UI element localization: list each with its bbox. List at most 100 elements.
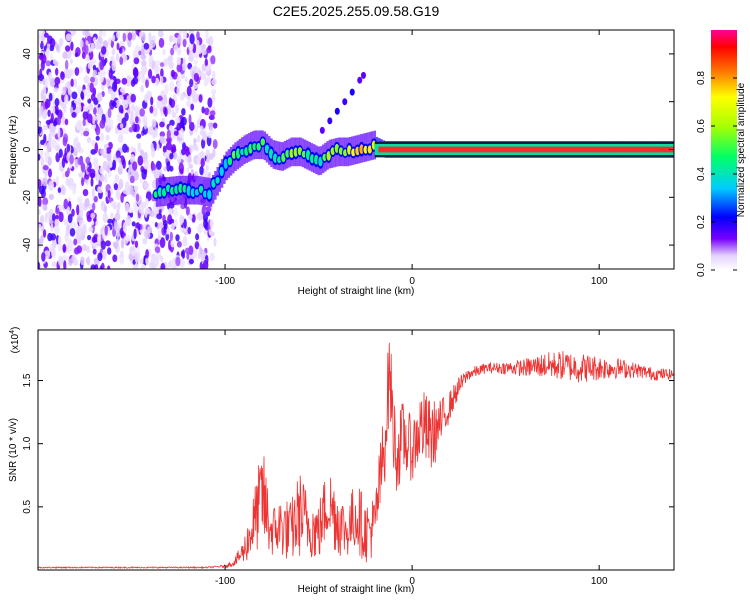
heatmap-noise-cell (176, 155, 182, 164)
bottom-y-axis-ticks: 0.5 1.0 1.5 (22, 373, 674, 514)
heatmap-noise-cell (119, 123, 124, 129)
colorbar-tick-label: 0.4 (696, 167, 707, 181)
bottom-x-tick-label: 100 (591, 576, 608, 587)
heatmap-noise-cell (46, 141, 52, 153)
heatmap-noise-cell (105, 134, 110, 141)
heatmap-noise-cell (145, 256, 150, 266)
bottom-panel: -100 0 100 0.5 1.0 1.5 Height of straight li… (8, 327, 675, 595)
heatmap-noise-cell (211, 94, 216, 103)
heatmap-noise-cell (143, 163, 150, 170)
heatmap-noise-cell (204, 107, 210, 116)
heatmap-noise-cell (77, 156, 84, 166)
heatmap-noise-cell (205, 30, 209, 39)
heatmap-noise-cell (169, 119, 175, 127)
colorbar-tick-label: 0.0 (696, 263, 707, 277)
top-y-axis-ticks: -40 -20 0 20 40 (22, 48, 674, 252)
heatmap-noise-cell (102, 30, 107, 37)
heatmap-noise-cell (61, 103, 67, 111)
heatmap-noise-cell (145, 249, 150, 259)
heatmap-noise-cell (201, 138, 206, 149)
heatmap-noise-cell (130, 184, 134, 196)
heatmap-noise-cell (187, 154, 192, 163)
heatmap-noise-cell (87, 113, 93, 124)
heatmap-noise-cell (168, 60, 174, 69)
heatmap-noise-cell (79, 40, 84, 48)
heatmap-noise-cell (140, 84, 145, 93)
heatmap-noise-cell (120, 192, 124, 203)
heatmap-noise-cell (188, 245, 194, 255)
heatmap-noise-cell (176, 64, 183, 73)
bottom-y-scale-label: (x104) (9, 327, 21, 354)
heatmap-noise-cell (204, 77, 208, 87)
heatmap-noise-cell (179, 214, 184, 226)
heatmap-noise-cell (184, 76, 188, 83)
heatmap-noise-cell (67, 167, 70, 175)
heatmap-noise-cell (153, 256, 160, 268)
heatmap-noise-cell (160, 90, 165, 97)
heatmap-noise-cell (183, 145, 189, 152)
heatmap-noise-cell (111, 91, 115, 101)
top-panel: -100 0 100 -40 -20 0 20 40 Height of straight … (8, 29, 675, 297)
heatmap-noise-cell (85, 40, 89, 46)
spectrogram-heatmap (38, 30, 674, 269)
heatmap-noise-cell (144, 230, 151, 239)
heatmap-noise-cell (52, 239, 57, 249)
heatmap-noise-cell (99, 265, 103, 269)
heatmap-noise-cell (196, 45, 202, 55)
heatmap-branch-cell (349, 88, 355, 96)
heatmap-noise-cell (111, 101, 117, 107)
heatmap-noise-cell (167, 55, 174, 62)
heatmap-noise-cell (208, 115, 215, 121)
heatmap-noise-cell (183, 218, 187, 229)
heatmap-noise-cell (120, 227, 124, 238)
heatmap-noise-cell (148, 68, 153, 79)
heatmap-noise-cell (122, 158, 126, 169)
heatmap-noise-cell (139, 258, 144, 264)
heatmap-noise-cell (65, 59, 69, 71)
heatmap-noise-cell (212, 122, 218, 129)
heatmap-noise-cell (120, 108, 124, 114)
heatmap-noise-cell (80, 91, 85, 100)
heatmap-noise-cell (186, 85, 192, 97)
heatmap-noise-cell (162, 220, 168, 227)
heatmap-noise-cell (42, 197, 49, 206)
heatmap-noise-cell (54, 77, 61, 85)
heatmap-noise-cell (189, 144, 193, 154)
heatmap-noise-cell (92, 202, 96, 211)
heatmap-noise-cell (160, 255, 164, 263)
heatmap-noise-cell (201, 106, 205, 114)
heatmap-track-cell (367, 145, 372, 154)
heatmap-noise-cell (87, 234, 92, 241)
heatmap-noise-cell (91, 236, 97, 243)
heatmap-noise-cell (105, 147, 112, 154)
heatmap-noise-cell (55, 67, 59, 76)
heatmap-noise-cell (199, 125, 204, 131)
heatmap-noise-cell (173, 208, 179, 218)
heatmap-noise-cell (47, 109, 51, 118)
heatmap-noise-cell (82, 111, 89, 120)
heatmap-noise-cell (116, 112, 123, 123)
heatmap-noise-cell (108, 37, 112, 46)
heatmap-noise-cell (210, 55, 216, 65)
heatmap-noise-cell (53, 87, 59, 93)
heatmap-noise-cell (136, 251, 141, 260)
colorbar: 0.0 0.2 0.4 0.6 0.8 Normalized spectral ampl… (696, 30, 747, 277)
heatmap-noise-cell (85, 156, 91, 165)
heatmap-noise-cell (93, 107, 97, 115)
heatmap-noise-cell (74, 67, 80, 76)
heatmap-noise-cell (62, 51, 68, 59)
heatmap-noise-cell (175, 256, 181, 267)
heatmap-noise-cell (176, 122, 182, 131)
heatmap-noise-cell (140, 149, 144, 157)
heatmap-noise-cell (45, 48, 50, 59)
heatmap-noise-cell (107, 265, 111, 269)
heatmap-noise-cell (148, 43, 153, 51)
heatmap-noise-cell (77, 65, 84, 74)
heatmap-noise-cell (165, 141, 172, 151)
heatmap-noise-cell (107, 218, 114, 224)
heatmap-noise-cell (101, 250, 107, 260)
heatmap-noise-cell (107, 190, 111, 199)
heatmap-noise-cell (205, 164, 209, 172)
heatmap-noise-cell (212, 148, 216, 158)
heatmap-noise-cell (155, 160, 162, 170)
